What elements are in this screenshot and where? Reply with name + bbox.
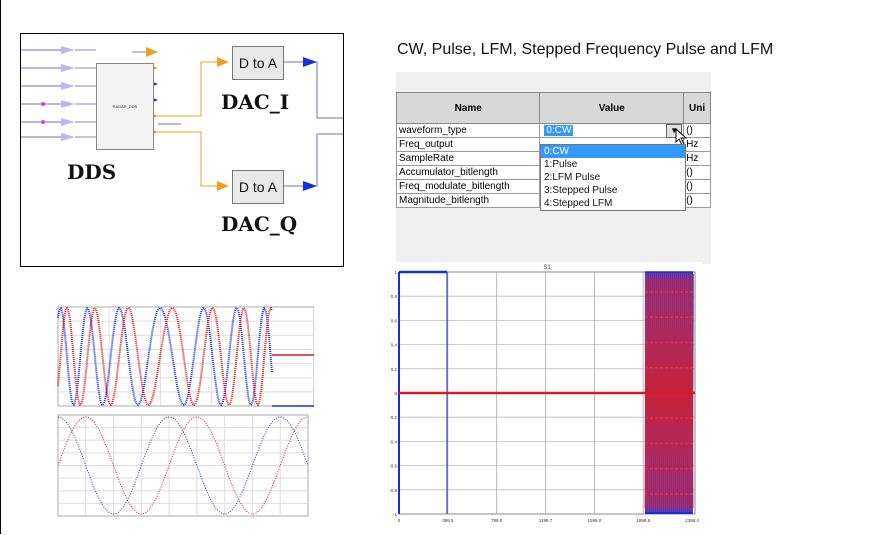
y-tick-label: 0.8 [391,294,398,299]
dac-i-block[interactable]: D to A [232,46,284,80]
x-tick-label: 2398.4 [685,518,699,523]
dac-q-label: DAC_Q [221,212,298,236]
column-header-value: Value [539,92,685,124]
plot-title: S1 [543,265,551,271]
y-tick-label: -0.6 [389,464,397,469]
column-header-name: Name [396,92,541,124]
burst-blue [645,273,694,513]
waveform-type-value: 0:CW [544,125,574,136]
y-tick-label: 0.6 [391,318,398,323]
x-tick-label: 1198.7 [539,518,553,523]
table-row[interactable]: waveform_type 0:CW ▼ () [396,123,711,138]
dropdown-option[interactable]: 0:CW [541,145,685,158]
param-unit: () [683,193,711,208]
iq-waveform-svg-bottom [57,414,309,517]
plot-area [57,306,315,407]
dac-i-d-to-a-label: D to A [238,55,278,71]
y-tick-label: -0.4 [389,439,397,444]
dropdown-option[interactable]: 2:LFM Pulse [544,172,601,183]
x-tick-label: 0 [398,518,401,523]
y-tick-label: 0.2 [391,367,398,372]
y-tick-label: -0.2 [389,415,397,420]
iq-waveform-svg-top [57,306,315,407]
page-left-border [0,0,1,534]
param-unit: () [683,165,711,180]
waveform-dropdown-list[interactable]: 0:CW 1:Pulse 2:LFM Pulse 3:Stepped Pulse… [540,144,686,211]
iq-waveform-plot-bottom [40,413,317,526]
dropdown-option[interactable]: 4:Stepped LFM [544,198,613,209]
y-tick-label: 0 [394,391,397,396]
column-header-unit: Uni [683,92,711,124]
dds-block[interactable]: RADAR_DDS [96,63,154,150]
param-unit: () [683,179,711,194]
param-unit: () [683,123,711,138]
dac-i-label: DAC_I [221,90,290,114]
param-name: waveform_type [396,123,541,138]
param-name: SampleRate [396,151,541,166]
y-tick-label: -1 [393,512,397,517]
x-tick-label: 1599.0 [587,518,601,523]
burst-red [644,277,694,509]
dropdown-option[interactable]: 3:Stepped Pulse [544,185,618,196]
series-q [57,416,309,515]
y-tick-label: -0.8 [389,488,397,493]
block-diagram: RADAR_DDS DDS D to A DAC_I D to A DAC_Q [20,33,344,267]
iq-waveform-plot-top [40,305,315,412]
param-name: Freq_modulate_bitlength [396,179,541,194]
dac-q-d-to-a-label: D to A [238,179,278,195]
y-tick-label: 1 [394,270,397,275]
param-name: Freq_output [396,137,541,152]
dds-block-label: RADAR_DDS [112,104,138,109]
s1-waveform-plot: S1 1 0.8 0.6 0.4 0.2 0 -0.2 -0.4 -0.6 -0.8 -1 0 399.5… [385,262,702,530]
x-tick-label: 799.0 [491,518,503,523]
x-tick-label: 1998.5 [636,518,650,523]
page-title: CW, Pulse, LFM, Stepped Frequency Pulse … [397,41,774,58]
param-unit: Hz [683,151,711,166]
param-name: Magnitude_bitlength [396,193,541,208]
x-tick-label: 399.5 [442,518,454,523]
dropdown-option[interactable]: 1:Pulse [544,159,578,170]
param-name: Accumulator_bitlength [396,165,541,180]
waveform-type-select[interactable]: 0:CW ▼ [539,123,685,138]
dac-q-block[interactable]: D to A [232,170,284,204]
dds-label: DDS [67,160,117,184]
y-tick-label: 0.4 [391,343,398,348]
parameter-panel: Name Value Uni waveform_type 0:CW ▼ () F… [396,72,711,264]
series-i [57,306,273,407]
